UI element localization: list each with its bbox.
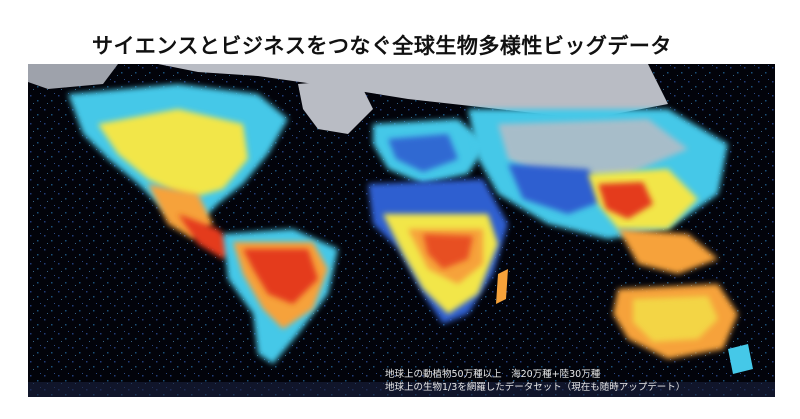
asia (468, 109, 728, 274)
greenland (298, 79, 373, 134)
map-canvas (28, 64, 775, 397)
africa (368, 179, 508, 324)
north-america (68, 84, 288, 259)
australia (613, 284, 753, 374)
madagascar (496, 269, 508, 304)
new-zealand (728, 344, 753, 374)
antarctic-fringe (28, 382, 775, 397)
europe (373, 119, 488, 184)
page-title: サイエンスとビジネスをつなぐ全球生物多様性ビッグデータ (92, 34, 672, 58)
map-caption-line-1: 地球上の動植物50万種以上 海20万種+陸30万種 (385, 369, 601, 380)
map-caption-line-2: 地球上の生物1/3を網羅したデータセット（現在も随時アップデート） (385, 382, 686, 393)
biodiversity-world-map: 地球上の動植物50万種以上 海20万種+陸30万種 地球上の生物1/3を網羅した… (28, 64, 775, 397)
arctic-ice-west (28, 64, 118, 89)
south-america (223, 229, 338, 364)
arctic-ice (158, 64, 668, 119)
